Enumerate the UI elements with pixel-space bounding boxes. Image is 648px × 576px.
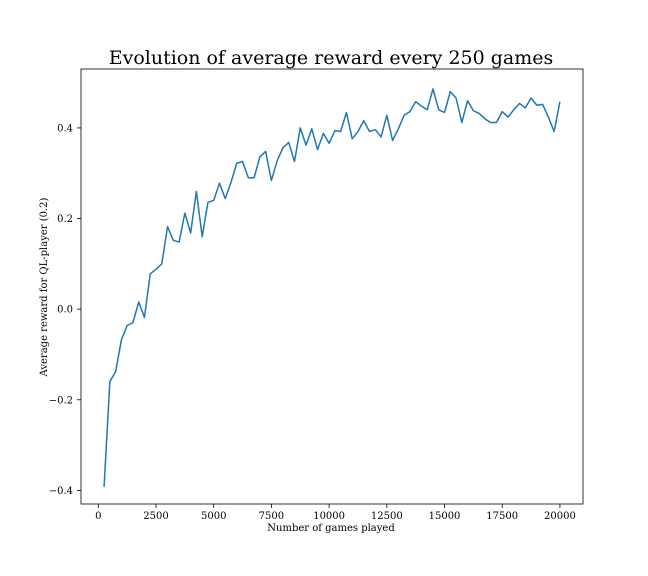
y-axis: −0.4 −0.2 0.0 0.2 0.4	[49, 123, 81, 497]
x-tick-label: 5000	[201, 511, 226, 522]
y-tick-label: −0.4	[49, 486, 73, 497]
x-tick-label: 20000	[544, 511, 576, 522]
x-axis-label: Number of games played	[267, 523, 395, 534]
x-axis: 0 2500 5000 7500 10000 12500 15000 17500 20000	[95, 504, 576, 522]
y-tick-label: 0.2	[57, 214, 73, 225]
x-tick-label: 2500	[143, 511, 168, 522]
y-tick-label: 0.0	[57, 305, 73, 316]
plot-area	[103, 88, 561, 487]
x-tick-label: 0	[95, 511, 101, 522]
x-tick-label: 7500	[259, 511, 284, 522]
x-tick-label: 17500	[486, 511, 518, 522]
x-tick-label: 15000	[429, 511, 461, 522]
chart-title: Evolution of average reward every 250 ga…	[109, 47, 554, 69]
y-tick-label: −0.2	[49, 395, 73, 406]
x-tick-label: 12500	[371, 511, 403, 522]
y-tick-label: 0.4	[57, 123, 73, 134]
axes-frame	[80, 68, 584, 505]
y-axis-label: Average reward for QL-player (0.2)	[39, 197, 50, 377]
x-tick-label: 10000	[313, 511, 345, 522]
series-line-0	[103, 88, 561, 487]
